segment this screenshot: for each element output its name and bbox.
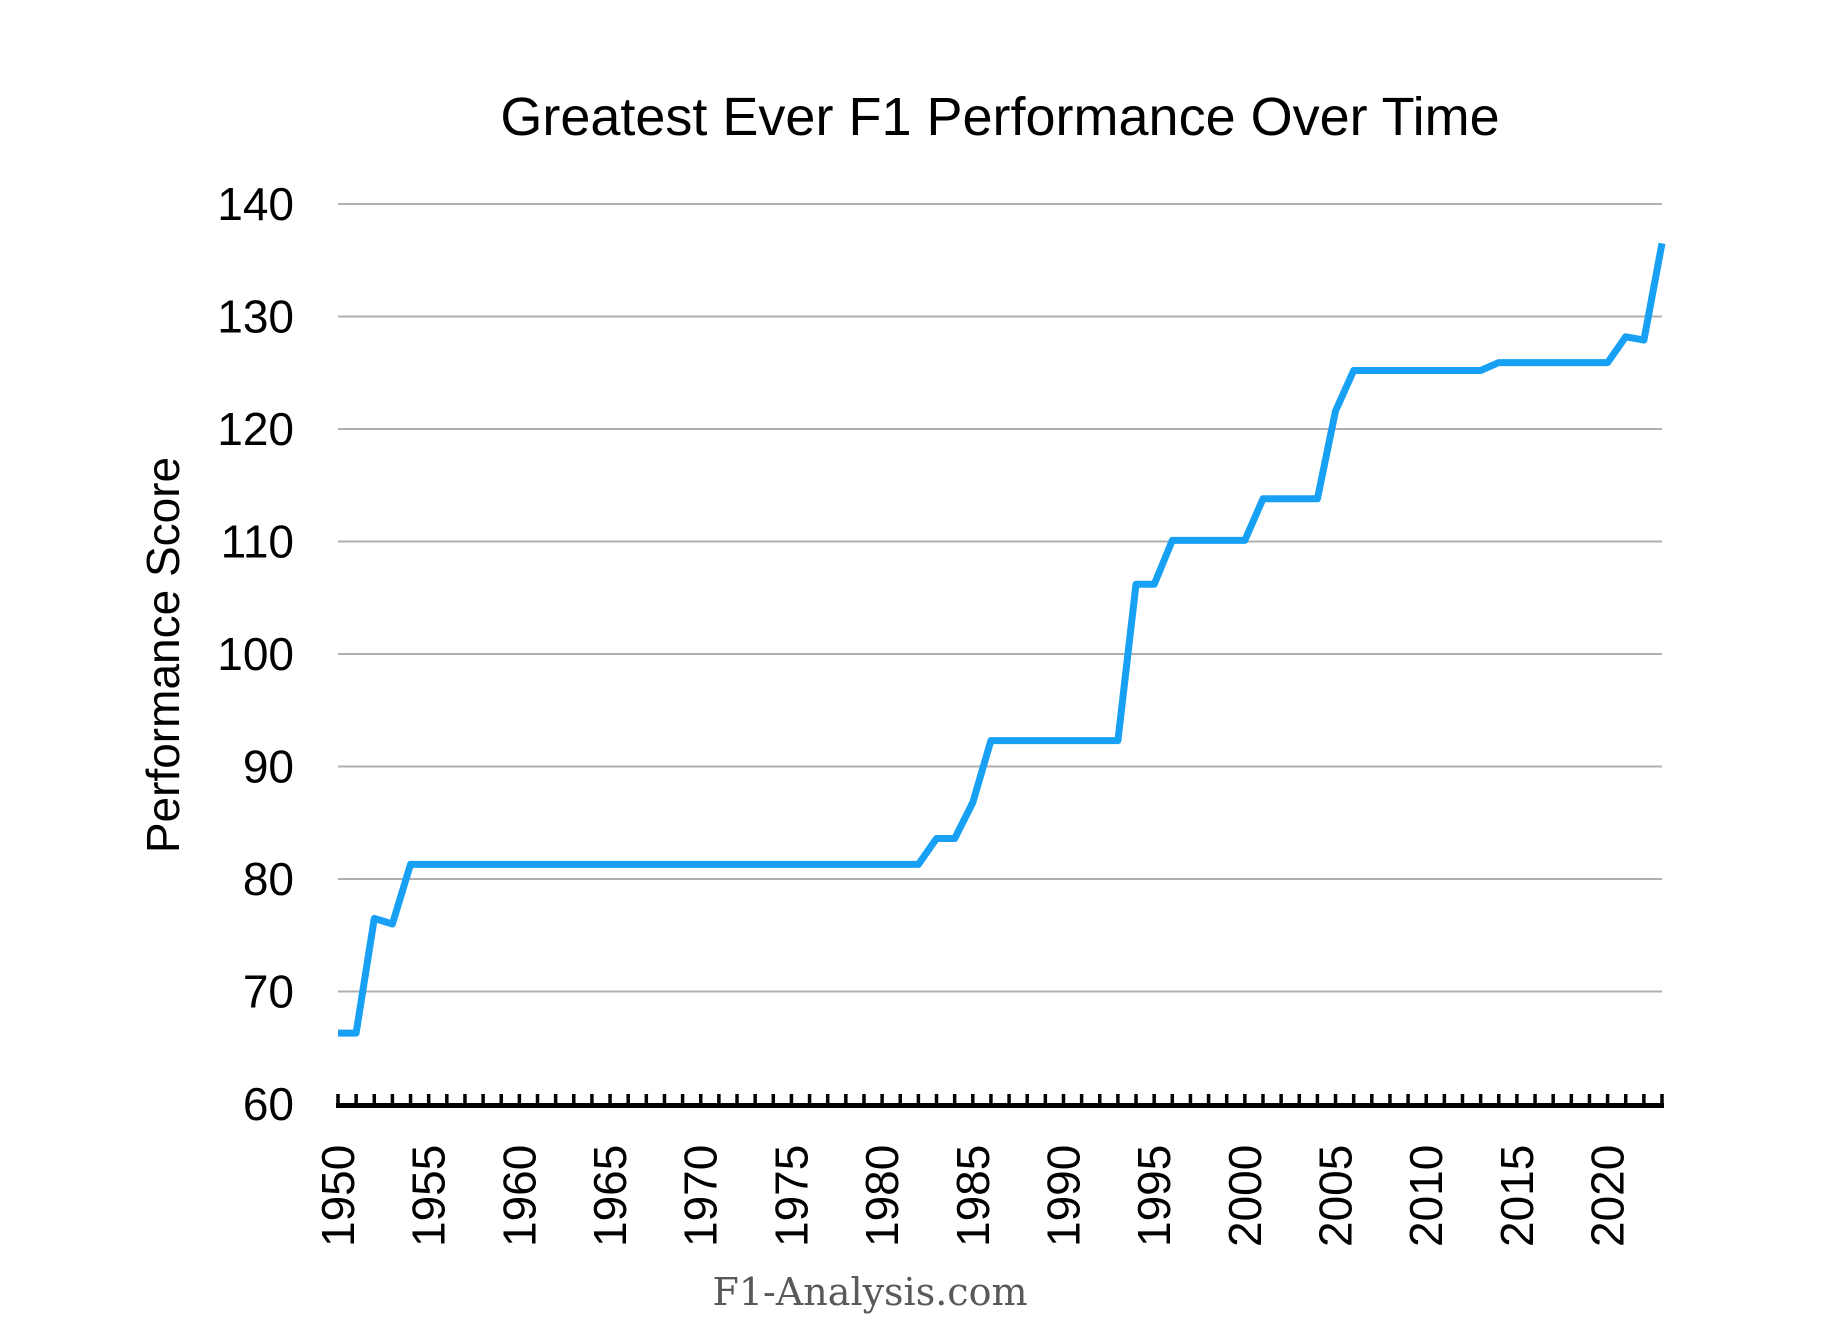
x-tick-label: 1965 bbox=[584, 1145, 636, 1247]
x-tick-label: 1950 bbox=[312, 1145, 364, 1247]
x-tick-label: 1990 bbox=[1037, 1145, 1089, 1247]
x-tick-label: 2010 bbox=[1400, 1145, 1452, 1247]
y-tick-label: 100 bbox=[217, 628, 294, 680]
y-tick-label: 60 bbox=[243, 1078, 294, 1130]
chart-title: Greatest Ever F1 Performance Over Time bbox=[500, 87, 1500, 147]
x-tick-label: 2015 bbox=[1491, 1145, 1543, 1247]
y-tick-label: 130 bbox=[217, 291, 294, 343]
y-tick-label: 120 bbox=[217, 403, 294, 455]
performance-line bbox=[338, 242, 1666, 1037]
y-tick-label: 90 bbox=[243, 741, 294, 793]
x-axis bbox=[336, 1094, 1664, 1108]
x-tick-label: 1985 bbox=[947, 1145, 999, 1247]
y-tick-label: 70 bbox=[243, 966, 294, 1018]
x-tick-label: 1960 bbox=[493, 1145, 545, 1247]
y-tick-label: 140 bbox=[217, 178, 294, 230]
x-tick-label: 1955 bbox=[403, 1145, 455, 1247]
gridlines bbox=[338, 203, 1662, 993]
x-tick-label: 1970 bbox=[675, 1145, 727, 1247]
x-tick-label: 1980 bbox=[856, 1145, 908, 1247]
y-tick-labels: 60 70 80 90 100 110 120 130 140 bbox=[217, 178, 294, 1130]
x-tick-label: 1995 bbox=[1128, 1145, 1180, 1247]
x-tick-label: 1975 bbox=[765, 1145, 817, 1247]
x-tick-label: 2005 bbox=[1310, 1145, 1362, 1247]
y-tick-label: 80 bbox=[243, 853, 294, 905]
y-tick-label: 110 bbox=[221, 516, 294, 568]
x-tick-label: 2000 bbox=[1219, 1145, 1271, 1247]
x-tick-labels: 1950 1955 1960 1965 1970 1975 1980 1985 1990 1995… bbox=[312, 1145, 1634, 1247]
footer-watermark: F1-Analysis.com bbox=[712, 1270, 1028, 1314]
x-tick-label: 2020 bbox=[1582, 1145, 1634, 1247]
